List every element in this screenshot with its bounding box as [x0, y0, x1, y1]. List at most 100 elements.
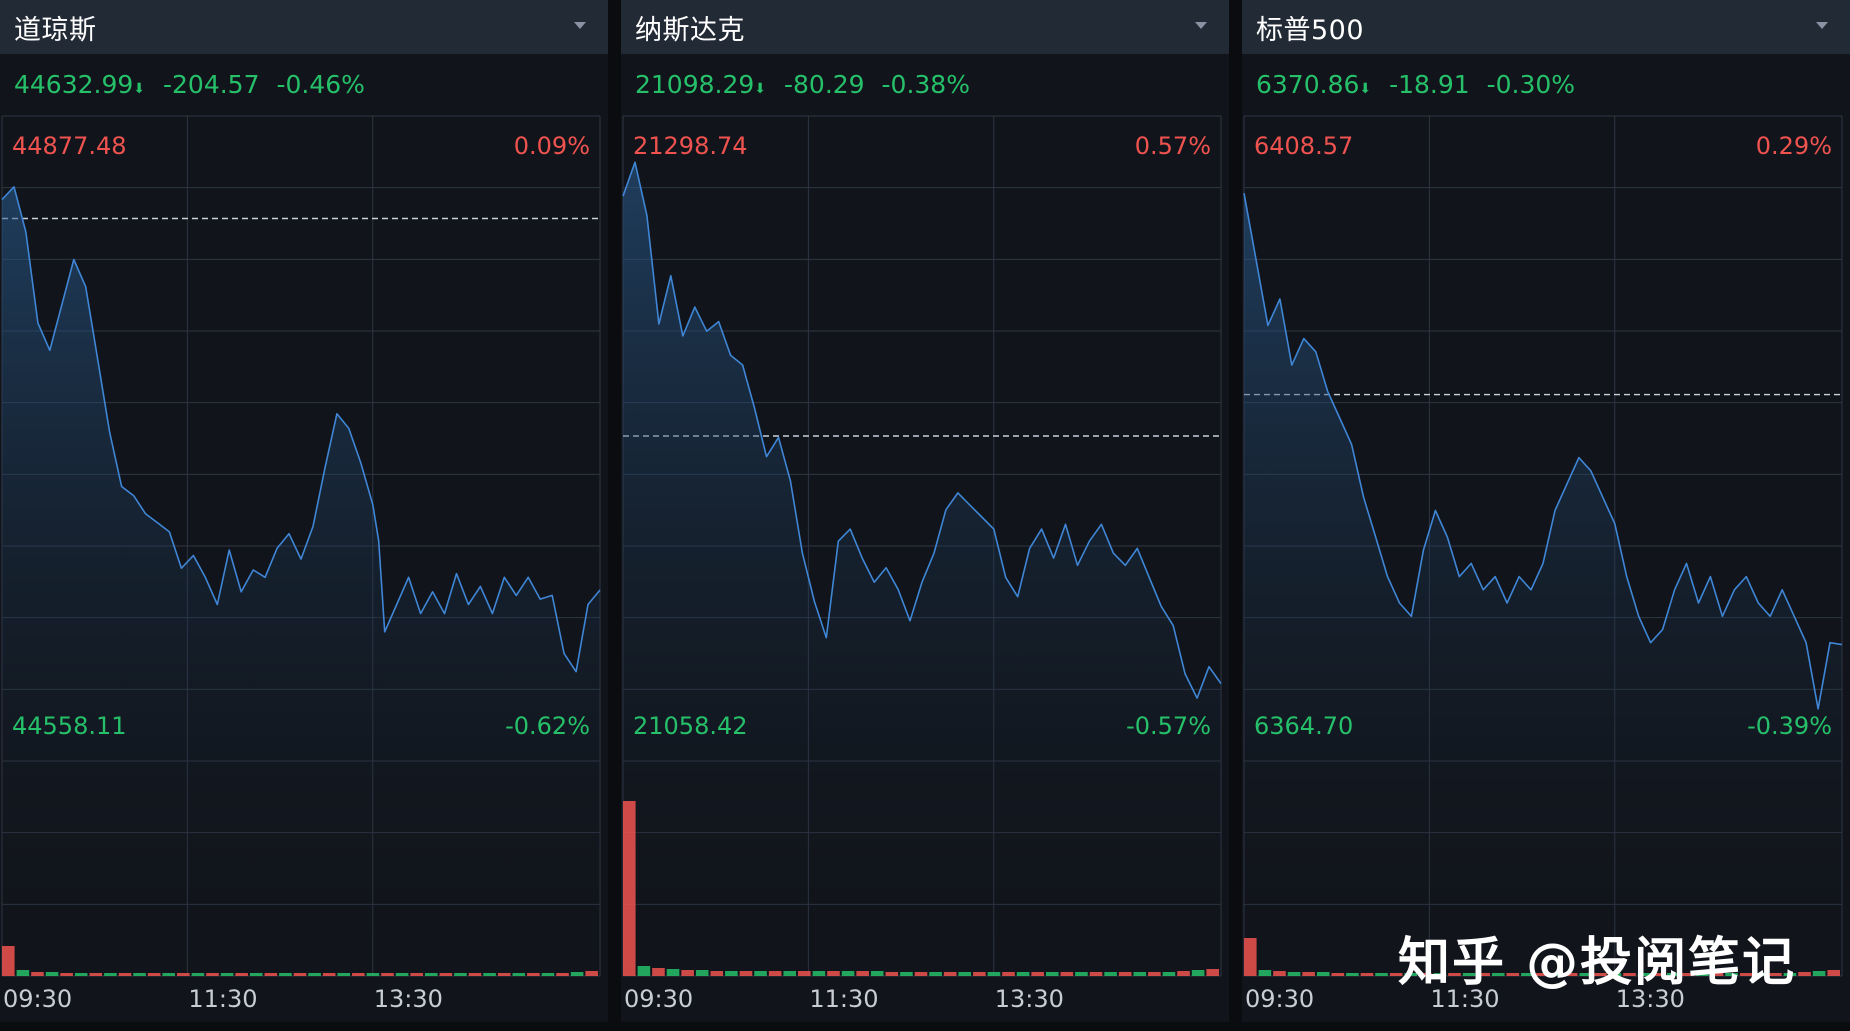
panel-header[interactable]: 纳斯达克 [621, 0, 1229, 54]
x-tick-label: 13:30 [995, 985, 1064, 1013]
volume-bar [1258, 970, 1272, 976]
volume-bar [695, 970, 709, 976]
upper-pct-label: 0.57% [1135, 132, 1211, 160]
chevron-down-icon[interactable] [574, 22, 586, 29]
x-tick-label: 09:30 [624, 985, 693, 1013]
volume-bar [1462, 973, 1476, 976]
volume-bar [424, 973, 438, 976]
price-area [1244, 193, 1842, 976]
volume-bar [1419, 973, 1432, 976]
volume-bar [856, 971, 869, 976]
volume-bar [1287, 972, 1301, 976]
volume-bar [264, 973, 278, 976]
volume-bar [206, 973, 219, 976]
x-tick-label: 13:30 [374, 985, 443, 1013]
quote-line: 6370.86⬇ -18.91 -0.30% [1256, 70, 1584, 99]
volume-bar [914, 972, 928, 976]
volume-bar [1652, 973, 1665, 976]
upper-pct-label: 0.09% [514, 132, 590, 160]
volume-bar [1273, 971, 1286, 976]
price-line [1243, 193, 1843, 710]
volume-bar [147, 973, 161, 976]
volume-bar [497, 973, 511, 976]
lower-price-label: 21058.42 [633, 712, 748, 740]
panel-title: 标普500 [1256, 14, 1365, 46]
panel-header[interactable]: 道琼斯 [0, 0, 608, 54]
volume-bar [1477, 973, 1490, 976]
volume-bar [31, 972, 44, 976]
volume-bar [1448, 973, 1461, 976]
volume-bar [783, 971, 797, 976]
intraday-chart: 21298.74 0.57% 21058.42 -0.57% 09:30 11:30 13:… [622, 115, 1222, 1013]
volume-bar [1827, 970, 1840, 976]
volume-bar [929, 972, 942, 976]
volume-bar [1206, 969, 1219, 976]
volume-bar [1725, 973, 1738, 976]
volume-bar [1579, 973, 1593, 976]
volume-bar [1244, 938, 1257, 976]
volume-bar [1302, 972, 1315, 976]
volume-bar [1133, 972, 1147, 976]
volume-bar [118, 973, 132, 976]
volume-bar [235, 973, 248, 976]
volume-bar [841, 971, 855, 976]
volume-bar [1060, 972, 1074, 976]
quote-line: 21098.29⬇ -80.29 -0.38% [635, 70, 979, 99]
volume-bar [1433, 973, 1447, 976]
volume-bar [1104, 972, 1117, 976]
upper-pct-label: 0.29% [1756, 132, 1832, 160]
volume-bar [710, 971, 724, 976]
volume-bar [1754, 973, 1768, 976]
volume-bar [1812, 971, 1826, 976]
down-arrow-icon: ⬇ [1359, 81, 1372, 97]
volume-bar [623, 801, 636, 976]
volume-bar [1360, 973, 1374, 976]
chevron-down-icon[interactable] [1816, 22, 1828, 29]
down-arrow-icon: ⬇ [133, 81, 146, 97]
percent-change: -0.38% [881, 70, 970, 99]
x-tick-label: 11:30 [1430, 985, 1499, 1013]
volume-bar [1696, 973, 1709, 976]
volume-bar [220, 973, 234, 976]
quote-line: 44632.99⬇ -204.57 -0.46% [14, 70, 374, 99]
volume-bar [1031, 972, 1044, 976]
volume-bar [104, 973, 117, 976]
volume-bar [454, 973, 467, 976]
volume-bar [1783, 973, 1797, 976]
price-line [1, 186, 601, 673]
volume-bar [439, 973, 453, 976]
volume-bar [798, 971, 811, 976]
lower-price-label: 44558.11 [12, 712, 127, 740]
volume-bar [308, 973, 321, 976]
volume-bar [483, 973, 496, 976]
price-area [623, 162, 1221, 977]
last-price: 6370.86⬇ [1256, 70, 1372, 99]
volume-bar [1346, 973, 1359, 976]
volume-bar [943, 972, 957, 976]
volume-bar [74, 973, 88, 976]
volume-bar [1075, 972, 1088, 976]
volume-bar [570, 972, 584, 976]
volume-bar [60, 973, 73, 976]
volume-bar [827, 971, 840, 976]
volume-bar [322, 973, 336, 976]
down-arrow-icon: ⬇ [754, 81, 767, 97]
x-tick-label: 13:30 [1616, 985, 1685, 1013]
volume-bar [1177, 971, 1190, 976]
volume-bar [395, 973, 409, 976]
upper-price-label: 6408.57 [1254, 132, 1353, 160]
x-tick-label: 09:30 [1245, 985, 1314, 1013]
panel-header[interactable]: 标普500 [1242, 0, 1850, 54]
volume-bar [585, 971, 598, 976]
volume-bar [1016, 972, 1030, 976]
volume-bar [1637, 973, 1651, 976]
volume-bar [725, 971, 738, 976]
lower-price-label: 6364.70 [1254, 712, 1353, 740]
volume-bar [1389, 973, 1403, 976]
volume-bar [637, 966, 651, 976]
volume-bar [754, 971, 767, 976]
watermark: 知乎 @投阅笔记 [1398, 933, 1797, 993]
upper-price-label: 44877.48 [12, 132, 127, 160]
chevron-down-icon[interactable] [1195, 22, 1207, 29]
lower-pct-label: -0.39% [1747, 712, 1832, 740]
